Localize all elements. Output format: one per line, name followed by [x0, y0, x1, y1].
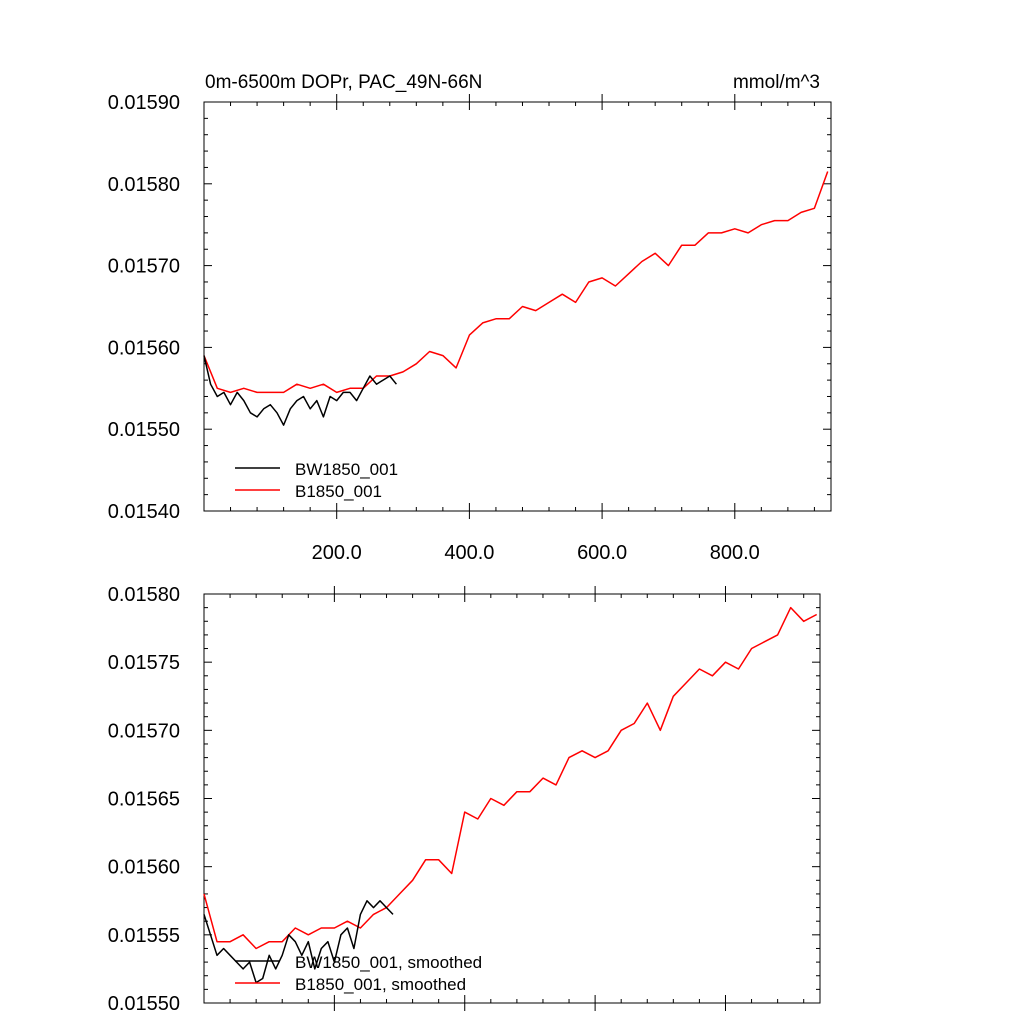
top-ytick-label: 0.01580 — [108, 174, 180, 196]
bottom-ytick-label: 0.01570 — [108, 720, 180, 742]
top-x-tick-labels: 200.0 400.0 600.0 800.0 — [312, 542, 760, 564]
top-xtick-label: 800.0 — [710, 542, 760, 564]
bottom-series — [203, 606, 818, 984]
top-ytick-label: 0.01540 — [108, 501, 180, 523]
top-ticks — [204, 94, 831, 519]
bottom-series-line-b1850 — [203, 606, 818, 950]
top-y-tick-labels: 0.01540 0.01550 0.01560 0.01570 0.01580 0.015… — [108, 92, 180, 523]
bottom-ytick-label: 0.01550 — [108, 993, 180, 1015]
top-xtick-label: 200.0 — [312, 542, 362, 564]
top-legend-label-b: B1850_001 — [295, 482, 382, 501]
top-series — [203, 171, 829, 426]
top-ytick-label: 0.01550 — [108, 419, 180, 441]
top-panel: 0m-6500m DOPr, PAC_49N-66N mmol/m^3 0.01… — [108, 72, 832, 564]
bottom-panel: 0.01550 0.01555 0.01560 0.01565 0.01570 0.015… — [108, 584, 821, 1015]
top-legend-label-bw: BW1850_001 — [295, 460, 398, 479]
top-xtick-label: 600.0 — [577, 542, 627, 564]
bottom-ytick-label: 0.01555 — [108, 925, 180, 947]
bottom-legend-label-b: B1850_001, smoothed — [295, 975, 466, 994]
bottom-plot-frame — [203, 593, 821, 1004]
top-series-line-b1850 — [203, 171, 829, 394]
bottom-legend-label-bw: BW1850_001, smoothed — [295, 953, 482, 972]
top-legend: BW1850_001 B1850_001 — [235, 460, 398, 501]
top-series-line-bw1850 — [203, 355, 397, 426]
top-ytick-label: 0.01570 — [108, 256, 180, 278]
bottom-ticks — [204, 586, 820, 1011]
bottom-legend: BW1850_001, smoothed B1850_001, smoothed — [235, 953, 482, 994]
top-title-right: mmol/m^3 — [733, 72, 820, 93]
top-title-left: 0m-6500m DOPr, PAC_49N-66N — [205, 72, 482, 93]
bottom-y-tick-labels: 0.01550 0.01555 0.01560 0.01565 0.01570 0.015… — [108, 584, 180, 1015]
top-ytick-label: 0.01590 — [108, 92, 180, 114]
bottom-ytick-label: 0.01565 — [108, 789, 180, 811]
bottom-ytick-label: 0.01580 — [108, 584, 180, 606]
top-plot-frame — [203, 101, 832, 512]
top-xtick-label: 400.0 — [444, 542, 494, 564]
top-ytick-label: 0.01560 — [108, 337, 180, 359]
bottom-ytick-label: 0.01560 — [108, 857, 180, 879]
bottom-ytick-label: 0.01575 — [108, 652, 180, 674]
